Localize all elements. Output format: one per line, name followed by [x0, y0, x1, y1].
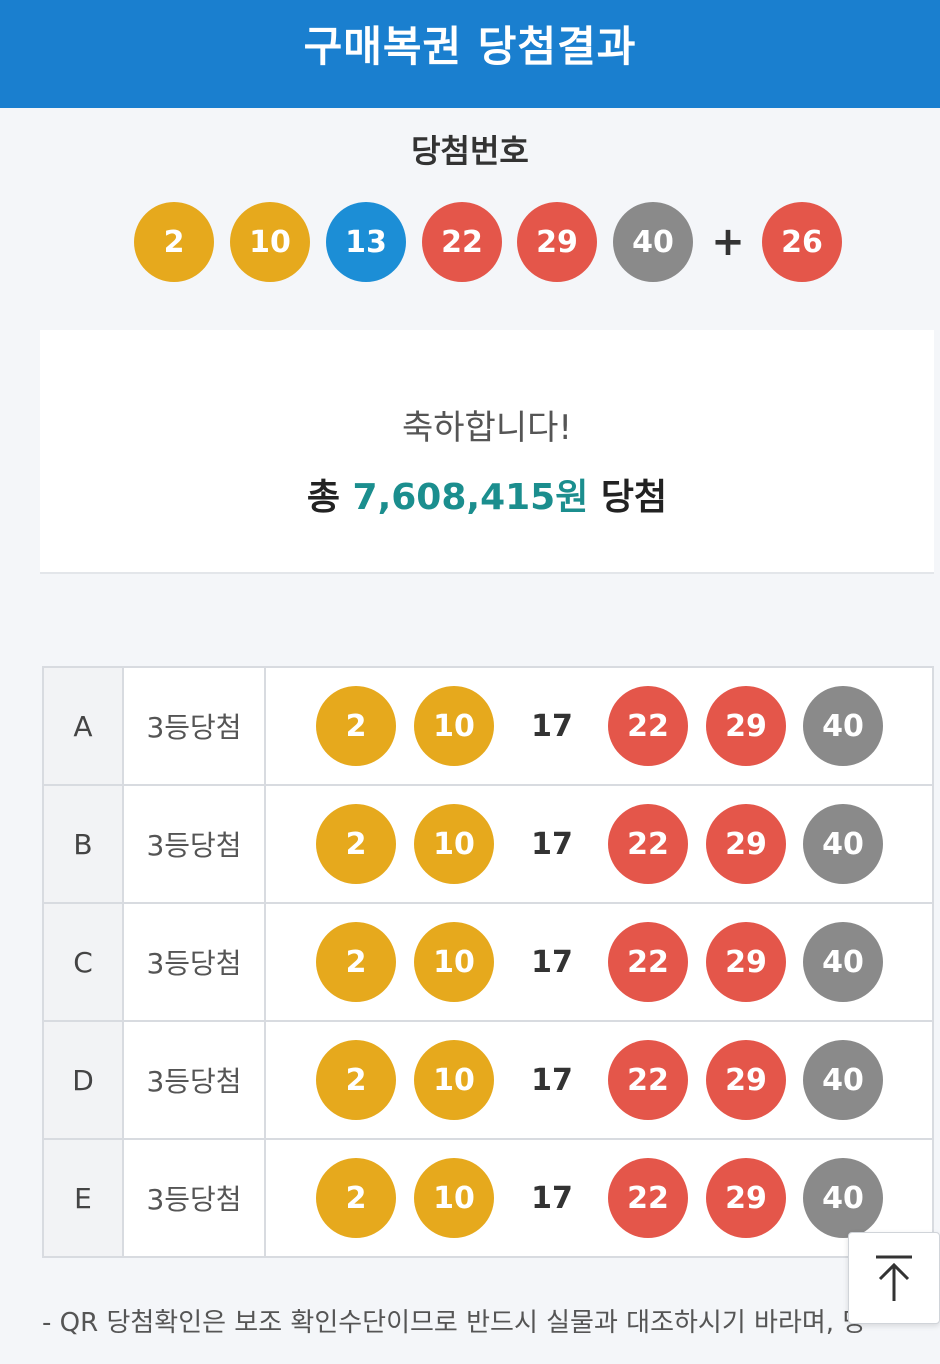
page-header: 구매복권 당첨결과	[0, 0, 940, 108]
ticket-ball: 10	[414, 1158, 494, 1238]
game-id: E	[44, 1140, 124, 1256]
qr-notice: - QR 당첨확인은 보조 확인수단이므로 반드시 실물과 대조하시기 바라며,…	[42, 1308, 867, 1338]
ticket-ball: 22	[608, 922, 688, 1002]
ticket-ball: 22	[608, 1158, 688, 1238]
ticket-ball: 22	[608, 686, 688, 766]
table-row: A 3등당첨 2 10 17 22 29 40	[44, 668, 934, 786]
prize-prefix: 총	[306, 477, 353, 518]
ticket-ball: 22	[608, 804, 688, 884]
ticket-ball: 29	[706, 686, 786, 766]
game-rank: 3등당첨	[124, 904, 266, 1020]
winning-ball: 29	[517, 202, 597, 282]
ticket-ball: 10	[414, 922, 494, 1002]
game-id: D	[44, 1022, 124, 1138]
game-rank: 3등당첨	[124, 1022, 266, 1138]
table-row: E 3등당첨 2 10 17 22 29 40	[44, 1140, 934, 1258]
ticket-ball: 40	[803, 686, 883, 766]
ticket-ball: 2	[316, 686, 396, 766]
ticket-number-unmatched: 17	[531, 1062, 573, 1098]
ticket-ball: 29	[706, 1040, 786, 1120]
table-row: D 3등당첨 2 10 17 22 29 40	[44, 1022, 934, 1140]
ticket-ball: 10	[414, 1040, 494, 1120]
game-id: A	[44, 668, 124, 784]
ticket-ball: 2	[316, 922, 396, 1002]
ticket-ball: 22	[608, 1040, 688, 1120]
winning-numbers: 2 10 13 22 29 40 + 26	[0, 202, 940, 286]
game-rank: 3등당첨	[124, 786, 266, 902]
congratulations-text: 축하합니다!	[401, 408, 573, 448]
winning-ball: 2	[134, 202, 214, 282]
game-id: B	[44, 786, 124, 902]
scroll-to-top-button[interactable]	[848, 1232, 940, 1324]
bonus-plus-sign: +	[711, 219, 745, 265]
winning-ball: 40	[613, 202, 693, 282]
winning-ball: 10	[230, 202, 310, 282]
ticket-number-unmatched: 17	[531, 1180, 573, 1216]
prize-amount: 7,608,415원	[352, 477, 589, 518]
game-rank: 3등당첨	[124, 668, 266, 784]
ticket-number-unmatched: 17	[531, 826, 573, 862]
winning-numbers-title: 당첨번호	[411, 132, 529, 170]
table-row: C 3등당첨 2 10 17 22 29 40	[44, 904, 934, 1022]
ticket-ball: 29	[706, 1158, 786, 1238]
game-rank: 3등당첨	[124, 1140, 266, 1256]
ticket-ball: 2	[316, 1158, 396, 1238]
table-row: B 3등당첨 2 10 17 22 29 40	[44, 786, 934, 904]
ticket-number-unmatched: 17	[531, 944, 573, 980]
ticket-ball: 10	[414, 804, 494, 884]
bonus-ball: 26	[762, 202, 842, 282]
prize-suffix: 당첨	[588, 477, 668, 518]
page-title: 구매복권 당첨결과	[303, 21, 637, 71]
arrow-up-to-top-icon	[876, 1255, 912, 1301]
ticket-ball: 40	[803, 922, 883, 1002]
ticket-results-table: A 3등당첨 2 10 17 22 29 40 B 3등당첨 2 10 17 2…	[42, 666, 934, 1258]
total-prize: 총 7,608,415원 당첨	[40, 468, 934, 520]
winning-ball: 13	[326, 202, 406, 282]
ticket-ball: 40	[803, 1040, 883, 1120]
game-id: C	[44, 904, 124, 1020]
ticket-ball: 10	[414, 686, 494, 766]
ticket-ball: 2	[316, 1040, 396, 1120]
ticket-ball: 29	[706, 922, 786, 1002]
ticket-ball: 40	[803, 1158, 883, 1238]
ticket-number-unmatched: 17	[531, 708, 573, 744]
winning-ball: 22	[422, 202, 502, 282]
ticket-ball: 29	[706, 804, 786, 884]
ticket-ball: 2	[316, 804, 396, 884]
congratulations-panel: 축하합니다! 총 7,608,415원 당첨	[40, 330, 934, 574]
ticket-ball: 40	[803, 804, 883, 884]
